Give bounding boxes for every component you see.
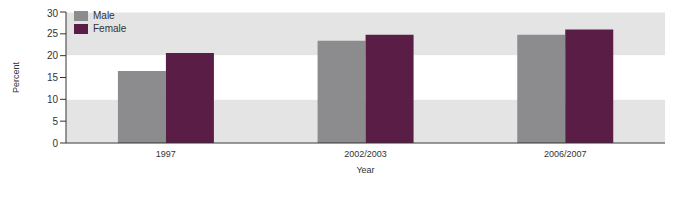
svg-text:20: 20 xyxy=(47,50,59,61)
svg-text:25: 25 xyxy=(47,28,59,39)
html-text:Female: Female xyxy=(93,23,127,34)
svg-text:5: 5 xyxy=(52,116,58,127)
svg-text:30: 30 xyxy=(47,8,59,19)
svg-text:Percent: Percent xyxy=(11,61,21,93)
svg-text:10: 10 xyxy=(47,94,59,105)
svg-text:0: 0 xyxy=(52,138,58,149)
svg-text:Year: Year xyxy=(356,165,374,175)
html-text:Male: Male xyxy=(93,10,115,21)
svg-text:2002/2003: 2002/2003 xyxy=(344,149,387,159)
svg-text:2006/2007: 2006/2007 xyxy=(544,149,587,159)
svg-text:15: 15 xyxy=(47,72,59,83)
svg-text:1997: 1997 xyxy=(156,149,176,159)
